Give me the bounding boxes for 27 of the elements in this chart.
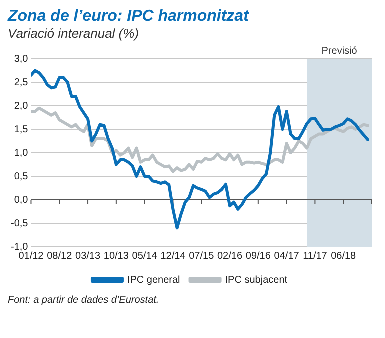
y-tick-label: 3,0 bbox=[14, 54, 29, 65]
y-tick-label: 1,0 bbox=[14, 148, 29, 159]
y-tick-label: -0,5 bbox=[10, 218, 29, 230]
text: Font: a partir de dades d’Eurostat. bbox=[8, 295, 160, 306]
legend-label: IPC subjacent bbox=[225, 274, 288, 286]
y-tick-label: 0,5 bbox=[14, 171, 29, 182]
y-tick-label: -1,0 bbox=[10, 242, 29, 253]
x-tick-label: 07/15 bbox=[189, 250, 215, 262]
x-tick-label: 10/13 bbox=[104, 250, 130, 262]
y-tick-label: 2,5 bbox=[14, 77, 29, 88]
x-tick-label: 06/18 bbox=[331, 250, 357, 262]
x-tick-label: 01/12 bbox=[18, 250, 44, 262]
legend-label: IPC general bbox=[127, 274, 180, 286]
x-tick-label: 04/17 bbox=[274, 250, 300, 262]
y-tick-label: 2,0 bbox=[14, 100, 29, 112]
x-tick-label: 09/16 bbox=[246, 250, 272, 262]
band-label: Previsió bbox=[322, 46, 358, 57]
y-tick-label: 0,0 bbox=[14, 194, 29, 206]
chart-subtitle: Variació interanual (%) bbox=[8, 26, 140, 41]
chart-title: Zona de l’euro: IPC harmonitzat bbox=[8, 8, 250, 26]
x-tick-label: 08/12 bbox=[47, 250, 73, 262]
x-tick-label: 12/14 bbox=[160, 250, 186, 262]
x-tick-label: 03/13 bbox=[76, 250, 101, 262]
x-tick-label: 02/16 bbox=[217, 250, 243, 262]
y-tick-label: 1,5 bbox=[14, 124, 29, 136]
x-tick-label: 05/14 bbox=[132, 250, 158, 262]
x-tick-label: 11/17 bbox=[303, 250, 328, 262]
